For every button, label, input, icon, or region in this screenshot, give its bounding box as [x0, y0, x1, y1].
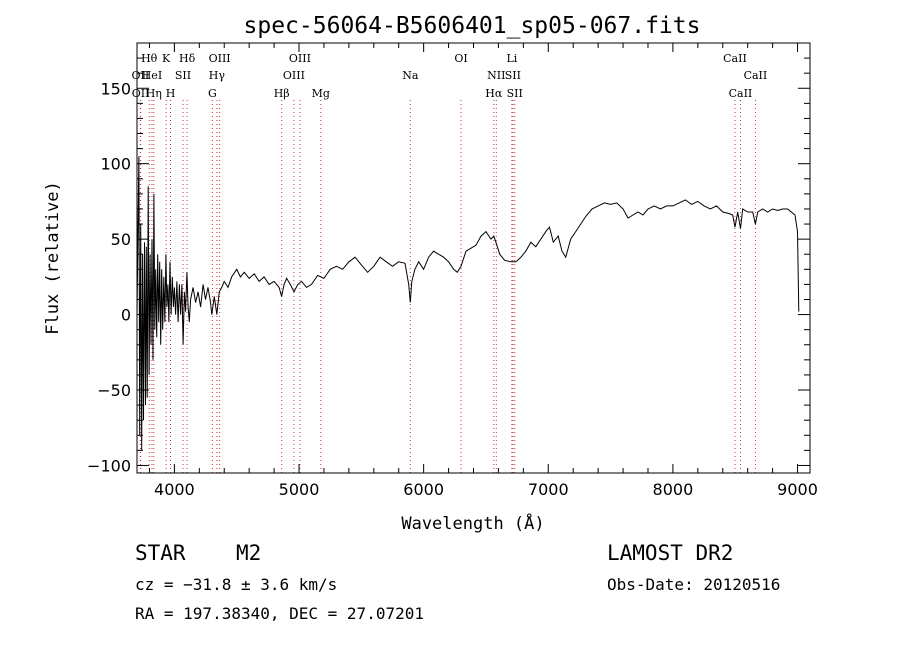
spectral-line-label: H [166, 87, 176, 100]
y-tick-label: −100 [87, 456, 131, 475]
spectral-line-label: OI [454, 52, 467, 65]
x-tick-label: 6000 [403, 480, 444, 499]
spectral-line-label: Hγ [209, 69, 226, 82]
x-tick-label: 8000 [653, 480, 694, 499]
x-axis-label: Wavelength (Å) [401, 512, 544, 534]
spectral-line-label: Hβ [274, 87, 290, 100]
redshift-info: cz = −31.8 ± 3.6 km/s [135, 575, 337, 594]
spectral-line-label: Li [506, 52, 517, 65]
y-tick-label: 100 [100, 155, 131, 174]
y-tick-label: 150 [100, 79, 131, 98]
spectral-line-label: CaII [744, 69, 768, 82]
observation-date: Obs-Date: 20120516 [607, 575, 780, 594]
spectral-line-label: Hθ [141, 52, 158, 65]
x-tick-label: 4000 [154, 480, 195, 499]
spectral-line-label: NII [487, 69, 505, 82]
spectral-line-label: Mg [312, 87, 330, 100]
spectral-line-label: OIII [289, 52, 311, 65]
y-axis-label: Flux (relative) [43, 181, 63, 335]
x-tick-label: 5000 [279, 480, 320, 499]
spectrum-series-line [137, 156, 799, 450]
spectral-line-label: G [208, 87, 217, 100]
plot-frame [137, 43, 810, 473]
x-tick-label: 7000 [528, 480, 569, 499]
coordinates: RA = 197.38340, DEC = 27.07201 [135, 604, 424, 623]
object-class: STAR [135, 541, 186, 565]
y-tick-label: 50 [111, 230, 131, 249]
spectral-line-label: OIII [209, 52, 231, 65]
spectral-line-label: HeI [142, 69, 162, 82]
spectral-line-label: CaII [729, 87, 753, 100]
chart-title: spec-56064-B5606401_sp05-067.fits [244, 13, 701, 39]
spectral-line-label: OIII [283, 69, 305, 82]
spectral-line-label: Hδ [179, 52, 196, 65]
spectral-line-label: SII [505, 69, 521, 82]
spectral-line-label: K [162, 52, 171, 65]
spectral-line-label: CaII [723, 52, 747, 65]
object-subclass: M2 [236, 541, 261, 565]
axis-ticks: 4000 5000 6000 7000 8000 9000 −100 −50 0 50 100 150 [87, 43, 818, 499]
y-tick-label: 0 [121, 306, 131, 325]
survey-name: LAMOST DR2 [607, 541, 733, 565]
spectral-line-label: SII [175, 69, 191, 82]
spectral-line-label: Hη [146, 87, 162, 100]
spectral-line-label: Hα [485, 87, 503, 100]
spectral-line-label: Na [402, 69, 419, 82]
spectral-line-label: SII [507, 87, 523, 100]
series-layer [137, 156, 799, 450]
x-tick-label: 9000 [777, 480, 818, 499]
y-tick-label: −50 [97, 381, 131, 400]
